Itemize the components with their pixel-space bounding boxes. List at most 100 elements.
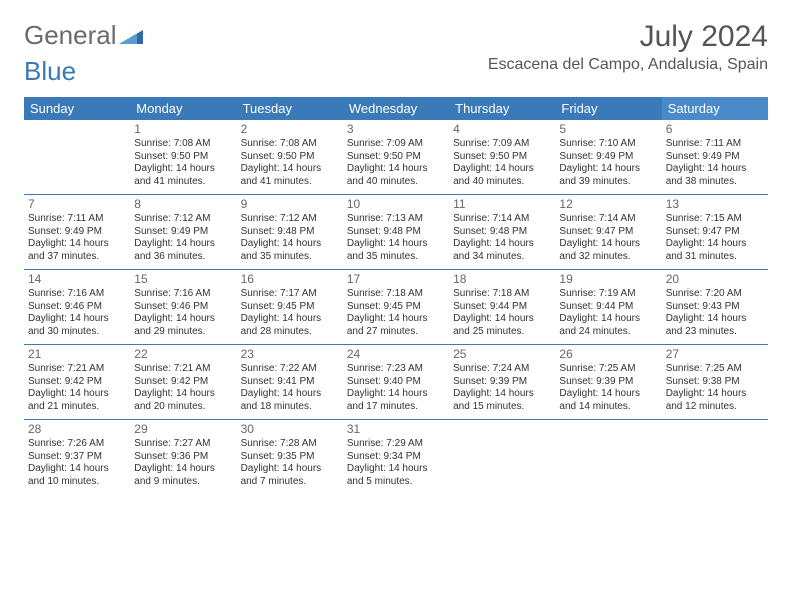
daylight-text: and 41 minutes. <box>134 176 232 189</box>
calendar-cell: 28Sunrise: 7:26 AMSunset: 9:37 PMDayligh… <box>24 420 130 494</box>
sunset-text: Sunset: 9:49 PM <box>134 226 232 239</box>
sunrise-text: Sunrise: 7:19 AM <box>559 288 657 301</box>
col-wednesday: Wednesday <box>343 97 449 120</box>
calendar-cell: 22Sunrise: 7:21 AMSunset: 9:42 PMDayligh… <box>130 345 236 420</box>
daylight-text: and 29 minutes. <box>134 326 232 339</box>
sunset-text: Sunset: 9:36 PM <box>134 451 232 464</box>
daylight-text: Daylight: 14 hours <box>347 163 445 176</box>
daylight-text: Daylight: 14 hours <box>241 388 339 401</box>
location-text: Escacena del Campo, Andalusia, Spain <box>488 56 768 74</box>
sunset-text: Sunset: 9:45 PM <box>347 301 445 314</box>
daylight-text: Daylight: 14 hours <box>559 163 657 176</box>
daylight-text: and 9 minutes. <box>134 476 232 489</box>
sunset-text: Sunset: 9:50 PM <box>241 151 339 164</box>
day-number: 19 <box>559 272 657 287</box>
day-number: 1 <box>134 122 232 137</box>
sunrise-text: Sunrise: 7:09 AM <box>453 138 551 151</box>
daylight-text: Daylight: 14 hours <box>28 463 126 476</box>
sunrise-text: Sunrise: 7:17 AM <box>241 288 339 301</box>
sunrise-text: Sunrise: 7:27 AM <box>134 438 232 451</box>
sunset-text: Sunset: 9:34 PM <box>347 451 445 464</box>
calendar-body: 1Sunrise: 7:08 AMSunset: 9:50 PMDaylight… <box>24 120 768 494</box>
sunrise-text: Sunrise: 7:15 AM <box>666 213 764 226</box>
daylight-text: Daylight: 14 hours <box>241 238 339 251</box>
daylight-text: and 39 minutes. <box>559 176 657 189</box>
day-number: 24 <box>347 347 445 362</box>
sunrise-text: Sunrise: 7:11 AM <box>666 138 764 151</box>
daylight-text: Daylight: 14 hours <box>666 163 764 176</box>
sunset-text: Sunset: 9:46 PM <box>28 301 126 314</box>
calendar-cell: 12Sunrise: 7:14 AMSunset: 9:47 PMDayligh… <box>555 195 661 270</box>
day-number: 11 <box>453 197 551 212</box>
day-number: 14 <box>28 272 126 287</box>
daylight-text: Daylight: 14 hours <box>666 313 764 326</box>
daylight-text: Daylight: 14 hours <box>241 313 339 326</box>
day-number: 27 <box>666 347 764 362</box>
daylight-text: and 25 minutes. <box>453 326 551 339</box>
day-number: 22 <box>134 347 232 362</box>
col-monday: Monday <box>130 97 236 120</box>
calendar-cell: 5Sunrise: 7:10 AMSunset: 9:49 PMDaylight… <box>555 120 661 195</box>
sunset-text: Sunset: 9:50 PM <box>453 151 551 164</box>
day-number: 31 <box>347 422 445 437</box>
sunrise-text: Sunrise: 7:13 AM <box>347 213 445 226</box>
daylight-text: and 12 minutes. <box>666 401 764 414</box>
daylight-text: and 37 minutes. <box>28 251 126 264</box>
daylight-text: and 41 minutes. <box>241 176 339 189</box>
day-number: 23 <box>241 347 339 362</box>
daylight-text: and 18 minutes. <box>241 401 339 414</box>
col-sunday: Sunday <box>24 97 130 120</box>
day-number: 25 <box>453 347 551 362</box>
day-number: 26 <box>559 347 657 362</box>
day-number: 21 <box>28 347 126 362</box>
daylight-text: and 36 minutes. <box>134 251 232 264</box>
calendar-cell: 11Sunrise: 7:14 AMSunset: 9:48 PMDayligh… <box>449 195 555 270</box>
calendar-cell: 6Sunrise: 7:11 AMSunset: 9:49 PMDaylight… <box>662 120 768 195</box>
daylight-text: Daylight: 14 hours <box>559 238 657 251</box>
day-number: 7 <box>28 197 126 212</box>
sunset-text: Sunset: 9:49 PM <box>666 151 764 164</box>
daylight-text: and 34 minutes. <box>453 251 551 264</box>
day-number: 12 <box>559 197 657 212</box>
daylight-text: Daylight: 14 hours <box>28 388 126 401</box>
sunrise-text: Sunrise: 7:29 AM <box>347 438 445 451</box>
daylight-text: and 30 minutes. <box>28 326 126 339</box>
calendar-header-row: Sunday Monday Tuesday Wednesday Thursday… <box>24 97 768 120</box>
calendar-cell: 2Sunrise: 7:08 AMSunset: 9:50 PMDaylight… <box>237 120 343 195</box>
daylight-text: Daylight: 14 hours <box>666 388 764 401</box>
calendar-week-row: 21Sunrise: 7:21 AMSunset: 9:42 PMDayligh… <box>24 345 768 420</box>
day-number: 18 <box>453 272 551 287</box>
calendar-cell: 25Sunrise: 7:24 AMSunset: 9:39 PMDayligh… <box>449 345 555 420</box>
daylight-text: and 24 minutes. <box>559 326 657 339</box>
calendar-table: Sunday Monday Tuesday Wednesday Thursday… <box>24 97 768 494</box>
sunset-text: Sunset: 9:45 PM <box>241 301 339 314</box>
daylight-text: Daylight: 14 hours <box>453 388 551 401</box>
sunrise-text: Sunrise: 7:08 AM <box>241 138 339 151</box>
daylight-text: Daylight: 14 hours <box>453 313 551 326</box>
daylight-text: and 7 minutes. <box>241 476 339 489</box>
calendar-cell: 21Sunrise: 7:21 AMSunset: 9:42 PMDayligh… <box>24 345 130 420</box>
calendar-cell <box>662 420 768 494</box>
sunrise-text: Sunrise: 7:25 AM <box>666 363 764 376</box>
sunrise-text: Sunrise: 7:18 AM <box>347 288 445 301</box>
day-number: 13 <box>666 197 764 212</box>
col-friday: Friday <box>555 97 661 120</box>
daylight-text: and 40 minutes. <box>453 176 551 189</box>
col-thursday: Thursday <box>449 97 555 120</box>
sunset-text: Sunset: 9:35 PM <box>241 451 339 464</box>
calendar-cell <box>555 420 661 494</box>
sunrise-text: Sunrise: 7:21 AM <box>28 363 126 376</box>
day-number: 8 <box>134 197 232 212</box>
day-number: 3 <box>347 122 445 137</box>
sunset-text: Sunset: 9:47 PM <box>559 226 657 239</box>
calendar-week-row: 14Sunrise: 7:16 AMSunset: 9:46 PMDayligh… <box>24 270 768 345</box>
calendar-cell: 16Sunrise: 7:17 AMSunset: 9:45 PMDayligh… <box>237 270 343 345</box>
sunrise-text: Sunrise: 7:26 AM <box>28 438 126 451</box>
daylight-text: Daylight: 14 hours <box>28 238 126 251</box>
sunset-text: Sunset: 9:48 PM <box>347 226 445 239</box>
sunset-text: Sunset: 9:50 PM <box>347 151 445 164</box>
daylight-text: and 23 minutes. <box>666 326 764 339</box>
sunrise-text: Sunrise: 7:14 AM <box>559 213 657 226</box>
sunset-text: Sunset: 9:42 PM <box>28 376 126 389</box>
calendar-cell: 19Sunrise: 7:19 AMSunset: 9:44 PMDayligh… <box>555 270 661 345</box>
